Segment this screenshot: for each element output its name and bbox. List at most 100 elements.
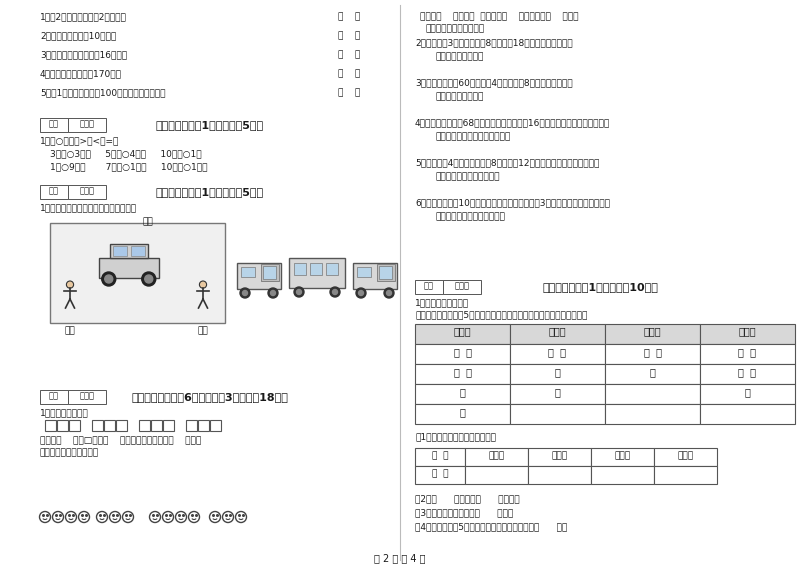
Bar xyxy=(104,420,115,431)
Bar xyxy=(700,384,795,404)
Bar xyxy=(415,364,510,384)
Bar xyxy=(98,258,158,278)
Text: 辆  数: 辆 数 xyxy=(432,469,448,478)
Text: 评卷人: 评卷人 xyxy=(79,391,94,400)
Text: 1．我是小小统计员。: 1．我是小小统计员。 xyxy=(415,298,469,307)
Circle shape xyxy=(242,290,247,295)
Text: 1、过2点最多可以连成2条线段。: 1、过2点最多可以连成2条线段。 xyxy=(40,12,127,21)
Text: 列式＿＿＿＿＿＿＿＿＿: 列式＿＿＿＿＿＿＿＿＿ xyxy=(40,448,99,457)
Text: 电瓶车: 电瓶车 xyxy=(678,451,694,460)
Text: 3．商店有自行车60辆，卖了4天，每天卖8辆，还剩多少辆？: 3．商店有自行车60辆，卖了4天，每天卖8辆，还剩多少辆？ xyxy=(415,78,573,87)
Bar xyxy=(57,420,68,431)
Bar xyxy=(591,466,654,484)
Text: 小汽车: 小汽车 xyxy=(489,451,505,460)
Text: 4．二年级有男学生68人，女学生比男学生少16人，二年级共有学生多少人？: 4．二年级有男学生68人，女学生比男学生少16人，二年级共有学生多少人？ xyxy=(415,118,610,127)
Text: 得分: 得分 xyxy=(49,119,59,128)
Bar xyxy=(40,390,68,404)
Text: 中巴车: 中巴车 xyxy=(644,326,662,336)
Text: 1．我会解决问题。: 1．我会解决问题。 xyxy=(40,408,89,417)
Text: （    ）: （ ） xyxy=(338,12,360,21)
Text: 一共有（    ）个笑脸  平均分成（    ）组，每组（    ）个。: 一共有（ ）个笑脸 平均分成（ ）组，每组（ ）个。 xyxy=(420,12,578,21)
Circle shape xyxy=(145,275,153,283)
Bar xyxy=(591,448,654,466)
Bar xyxy=(700,364,795,384)
Bar xyxy=(415,466,465,484)
Circle shape xyxy=(66,281,74,288)
Bar xyxy=(443,280,481,294)
Circle shape xyxy=(386,290,391,295)
Text: 正  正: 正 正 xyxy=(454,347,471,357)
Bar xyxy=(605,324,700,344)
Circle shape xyxy=(356,288,366,298)
Bar xyxy=(186,420,197,431)
Bar xyxy=(700,344,795,364)
Bar xyxy=(605,344,700,364)
Text: 列式＿＿＿＿＿＿＿＿＿: 列式＿＿＿＿＿＿＿＿＿ xyxy=(425,24,484,33)
Text: 1米○9分米       7毫米○1分米     10厘米○1分米: 1米○9分米 7毫米○1分米 10厘米○1分米 xyxy=(50,162,207,171)
Text: 下: 下 xyxy=(650,367,655,377)
Bar xyxy=(415,324,510,344)
Circle shape xyxy=(102,272,116,286)
Circle shape xyxy=(105,275,113,283)
Bar xyxy=(357,267,371,277)
Text: 评卷人: 评卷人 xyxy=(79,119,94,128)
Bar xyxy=(261,264,279,281)
Circle shape xyxy=(142,272,156,286)
Bar xyxy=(69,420,80,431)
Bar xyxy=(654,466,717,484)
Bar xyxy=(700,404,795,424)
Bar xyxy=(163,420,174,431)
Text: 答：二年级共有学生＿＿＿人。: 答：二年级共有学生＿＿＿人。 xyxy=(435,132,510,141)
Bar xyxy=(510,404,605,424)
Text: 下: 下 xyxy=(459,407,466,417)
Text: 评卷人: 评卷人 xyxy=(79,186,94,195)
Bar xyxy=(68,185,106,199)
Text: 正  正: 正 正 xyxy=(549,347,566,357)
Bar xyxy=(198,420,209,431)
Bar xyxy=(110,244,148,258)
Bar xyxy=(605,404,700,424)
Bar xyxy=(139,420,150,431)
Text: 正: 正 xyxy=(554,367,561,377)
Text: （    ）: （ ） xyxy=(338,50,360,59)
Bar xyxy=(605,364,700,384)
Text: 正  正: 正 正 xyxy=(454,367,471,377)
Bar xyxy=(130,246,145,256)
Circle shape xyxy=(297,289,302,294)
Text: 1．在○里填上>、<或=。: 1．在○里填上>、<或=。 xyxy=(40,136,119,145)
Bar xyxy=(528,448,591,466)
Text: 2、一块橡皮擦的厚10厘米。: 2、一块橡皮擦的厚10厘米。 xyxy=(40,31,116,40)
Bar xyxy=(40,118,68,132)
Text: 小明: 小明 xyxy=(198,326,208,335)
Text: 6．小东上午做了10道数学题，下午做的比上午多3道，小东一共做了多少道？: 6．小东上午做了10道数学题，下午做的比上午多3道，小东一共做了多少道？ xyxy=(415,198,610,207)
Text: 中巴车: 中巴车 xyxy=(614,451,630,460)
Text: 答：还剩＿＿＿袋。: 答：还剩＿＿＿袋。 xyxy=(435,52,483,61)
Text: 得分: 得分 xyxy=(424,281,434,290)
Bar xyxy=(262,266,276,279)
Bar xyxy=(210,420,221,431)
Text: 得分: 得分 xyxy=(49,391,59,400)
Text: 正  正: 正 正 xyxy=(738,367,757,377)
Text: 面包车: 面包车 xyxy=(551,451,567,460)
Text: 3厘米○3分米     5毫米○4厘米     10厘米○1米: 3厘米○3分米 5毫米○4厘米 10厘米○1米 xyxy=(50,149,202,158)
Bar xyxy=(353,263,397,289)
Bar xyxy=(326,263,338,275)
Text: 小东: 小东 xyxy=(65,326,75,335)
Text: 5．果园里有4行苹果树，每行8棵，还有12棵梨树，一共有多少棵果树？: 5．果园里有4行苹果树，每行8棵，还有12棵梨树，一共有多少棵果树？ xyxy=(415,158,599,167)
Bar xyxy=(151,420,162,431)
Text: （    ）: （ ） xyxy=(338,31,360,40)
Text: 正  正: 正 正 xyxy=(738,347,757,357)
Bar xyxy=(605,384,700,404)
Circle shape xyxy=(333,289,338,294)
Text: （2）（      ）最多，（      ）最少。: （2）（ ）最多，（ ）最少。 xyxy=(415,494,520,503)
Bar xyxy=(415,344,510,364)
Bar xyxy=(378,264,395,281)
Bar xyxy=(510,324,605,344)
Circle shape xyxy=(330,287,340,297)
Text: 4、小红蕾蕾的身高有170米。: 4、小红蕾蕾的身高有170米。 xyxy=(40,69,122,78)
Bar xyxy=(465,466,528,484)
Bar xyxy=(378,266,392,279)
Text: 答：小东一共做了＿＿＿道。: 答：小东一共做了＿＿＿道。 xyxy=(435,212,505,221)
Bar xyxy=(654,448,717,466)
Text: 十、综合题（共1大题，共计10分）: 十、综合题（共1大题，共计10分） xyxy=(542,282,658,292)
